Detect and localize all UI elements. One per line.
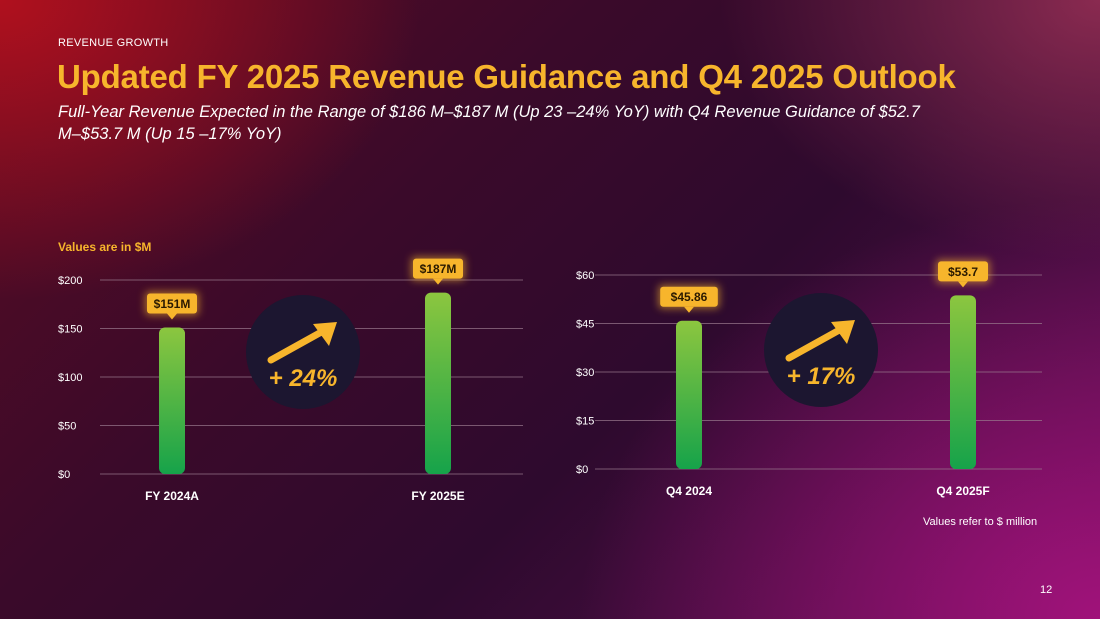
x-tick-label: FY 2025E (411, 489, 464, 503)
y-tick-label: $100 (58, 372, 82, 384)
arrow-up-right-icon (267, 322, 337, 364)
chart-q4-revenue: $0 $15 $30 $45 $60 $45.86 Q4 2024 $53.7 Q4 2025F… (576, 259, 1042, 498)
bar (159, 327, 185, 474)
x-tick-label: FY 2024A (145, 489, 199, 503)
y-tick-label: $15 (576, 416, 594, 428)
units-note: Values are in $M (58, 240, 152, 254)
growth-label: + 17% (787, 363, 856, 390)
y-tick-label: $0 (58, 469, 70, 481)
data-label: $151M (154, 297, 191, 311)
bar (425, 292, 451, 474)
data-label-pointer (958, 281, 968, 288)
y-tick-label: $150 (58, 324, 82, 336)
page-number: 12 (1040, 584, 1053, 596)
page-subtitle: Full-Year Revenue Expected in the Range … (58, 103, 920, 143)
footnote: Values refer to $ million (923, 516, 1038, 528)
data-label-box (660, 286, 718, 307)
section-label: REVENUE GROWTH (58, 37, 169, 49)
data-label: $45.86 (671, 290, 708, 304)
growth-label: + 24% (269, 365, 338, 392)
data-label-box (413, 258, 463, 279)
data-label: $53.7 (948, 265, 978, 279)
page-title: Updated FY 2025 Revenue Guidance and Q4 … (57, 58, 956, 95)
arrow-up-right-icon (785, 320, 855, 362)
x-tick-label: Q4 2025F (936, 484, 989, 498)
data-label-pointer (433, 278, 443, 285)
bar (676, 320, 702, 469)
y-tick-label: $0 (576, 464, 588, 476)
data-label: $187M (420, 262, 457, 276)
data-label-box (938, 261, 988, 282)
data-label-box (147, 293, 197, 314)
bar (950, 295, 976, 469)
chart-fy-revenue: $0 $50 $100 $150 $200 $151M FY 2024A $187M FY 20… (58, 256, 523, 503)
y-tick-label: $60 (576, 270, 594, 282)
data-label-pointer (167, 313, 177, 320)
y-tick-label: $50 (58, 421, 76, 433)
data-label-pointer (684, 306, 694, 313)
y-tick-label: $200 (58, 275, 82, 287)
x-tick-label: Q4 2024 (666, 484, 712, 498)
y-tick-label: $45 (576, 319, 594, 331)
y-tick-label: $30 (576, 367, 594, 379)
